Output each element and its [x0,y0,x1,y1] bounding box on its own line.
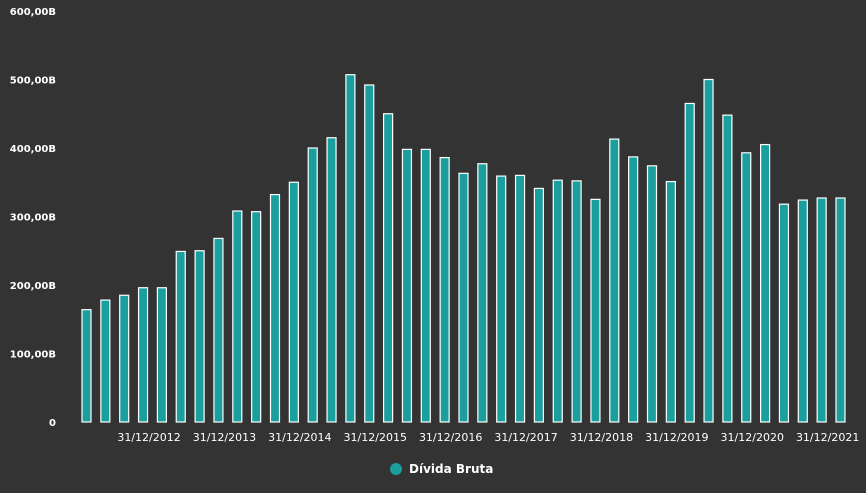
bar[interactable] [100,299,111,423]
bar[interactable] [156,287,167,423]
bar[interactable] [232,210,243,423]
bar[interactable] [326,137,337,423]
legend-label: Dívida Bruta [409,462,494,476]
bar[interactable] [269,193,281,423]
bar[interactable] [345,74,356,423]
y-tick-label: 200,00B [10,281,56,292]
bar[interactable] [496,175,507,423]
bar[interactable] [646,165,658,423]
bar[interactable] [119,294,130,423]
bar[interactable] [609,138,620,423]
x-tick-label: 31/12/2015 [344,431,407,444]
bar[interactable] [514,174,526,423]
bar[interactable] [401,148,413,423]
legend-dot-icon [390,463,402,475]
legend[interactable]: Dívida Bruta [390,462,493,476]
x-tick-label: 31/12/2019 [645,431,708,444]
bar[interactable] [175,250,186,423]
y-tick-label: 100,00B [10,350,56,361]
bar[interactable] [552,179,563,423]
x-axis: 31/12/2012 31/12/2013 31/12/2014 31/12/2015… [117,431,859,444]
bar[interactable] [741,152,752,423]
y-tick-label: 400,00B [10,144,56,155]
bar[interactable] [628,156,639,423]
bar[interactable] [194,250,205,423]
bar[interactable] [571,180,582,423]
x-tick-label: 31/12/2017 [494,431,557,444]
bar[interactable] [703,78,714,423]
bar[interactable] [684,102,695,423]
y-tick-label: 300,00B [10,213,56,224]
x-tick-label: 31/12/2012 [117,431,180,444]
y-tick-label: 500,00B [10,76,56,87]
bar[interactable] [251,211,262,423]
bar[interactable] [439,156,450,423]
bar[interactable] [288,181,299,423]
bar[interactable] [458,172,469,423]
bars-group [81,74,846,423]
x-tick-label: 31/12/2018 [570,431,633,444]
bar[interactable] [722,114,733,423]
x-tick-label: 31/12/2013 [193,431,256,444]
bar[interactable] [383,113,394,423]
bar[interactable] [759,143,771,423]
bar[interactable] [81,309,92,423]
y-tick-label: 600,00B [10,7,56,18]
x-tick-label: 31/12/2020 [721,431,784,444]
bar[interactable] [213,237,224,423]
bar[interactable] [665,180,676,423]
bar[interactable] [835,197,846,423]
y-axis: 0 100,00B 200,00B 300,00B 400,00B 500,00B 600,… [10,7,56,429]
bar[interactable] [307,147,318,423]
bar[interactable] [590,198,601,423]
x-tick-label: 31/12/2021 [796,431,859,444]
bar[interactable] [420,148,431,423]
bar[interactable] [533,187,545,423]
bar[interactable] [477,163,488,423]
bar[interactable] [137,287,149,423]
bar[interactable] [364,84,375,423]
bar[interactable] [816,197,827,423]
y-tick-label: 0 [49,418,56,429]
bar[interactable] [778,203,790,423]
x-tick-label: 31/12/2016 [419,431,482,444]
bar[interactable] [797,199,808,423]
x-tick-label: 31/12/2014 [268,431,331,444]
